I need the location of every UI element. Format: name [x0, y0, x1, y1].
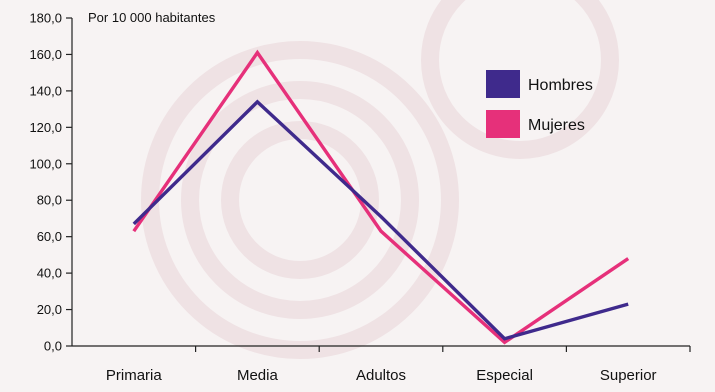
series-line-mujeres	[132, 49, 630, 345]
y-tick-label: 0,0	[44, 339, 62, 354]
legend-label-mujeres: Mujeres	[528, 117, 585, 134]
background-watermark	[141, 0, 619, 359]
y-tick-label: 160,0	[29, 47, 62, 62]
y-tick-label: 20,0	[37, 302, 62, 317]
y-tick-label: 120,0	[29, 120, 62, 135]
watermark-arc	[221, 121, 379, 279]
watermark-arc	[141, 41, 459, 359]
y-axis-ticks: 0,0 20,0 40,0 60,0 80,0 100,0 120,0 140,0 160,0 1…	[29, 11, 72, 354]
x-axis-ticks: Primaria Media Adultos Especial Superior	[106, 346, 691, 384]
y-tick-label: 140,0	[29, 83, 62, 98]
x-category-label: Primaria	[106, 367, 162, 384]
y-tick-label: 100,0	[29, 156, 62, 171]
watermark-arc	[421, 0, 619, 159]
unit-label: Por 10 000 habitantes	[88, 10, 216, 25]
legend: Hombres Mujeres	[486, 70, 593, 138]
y-tick-label: 40,0	[37, 266, 62, 281]
x-category-label: Media	[237, 367, 279, 384]
legend-swatch-hombres	[486, 70, 520, 98]
x-category-label: Adultos	[356, 367, 406, 384]
y-tick-label: 60,0	[37, 229, 62, 244]
series-line-hombres	[132, 99, 629, 341]
x-category-label: Especial	[476, 367, 533, 384]
legend-swatch-mujeres	[486, 110, 520, 138]
watermark-arc	[181, 81, 419, 319]
legend-label-hombres: Hombres	[528, 77, 593, 94]
x-category-label: Superior	[600, 367, 657, 384]
y-tick-label: 180,0	[29, 11, 62, 26]
y-tick-label: 80,0	[37, 193, 62, 208]
chart-axes	[71, 18, 690, 347]
series-lines	[132, 49, 630, 345]
